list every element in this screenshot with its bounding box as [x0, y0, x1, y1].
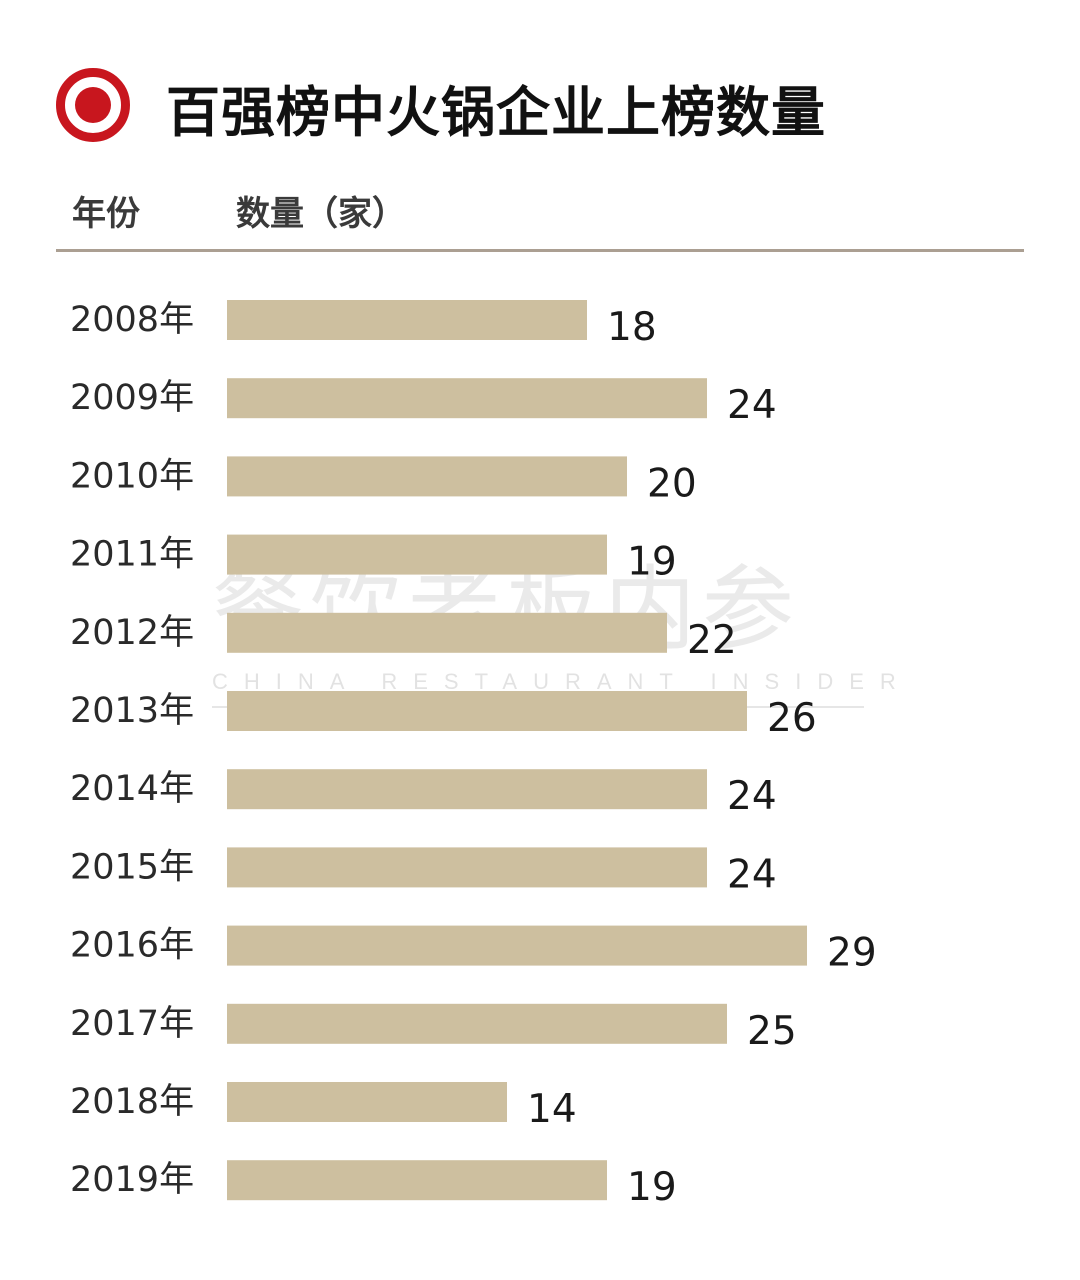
value-label: 18	[607, 305, 657, 350]
category-label: 2011年	[70, 535, 194, 575]
category-label: 2018年	[70, 1082, 194, 1122]
value-label: 24	[727, 383, 777, 428]
category-label: 2016年	[70, 926, 194, 966]
bar	[227, 769, 707, 810]
category-label: 2012年	[70, 613, 194, 653]
bar	[227, 925, 807, 966]
value-label: 19	[627, 540, 677, 585]
bar	[227, 534, 607, 575]
category-label: 2010年	[70, 456, 194, 496]
value-label: 24	[727, 774, 777, 819]
value-label: 29	[827, 931, 877, 976]
value-label: 24	[727, 852, 777, 897]
bar	[227, 378, 707, 419]
bar	[227, 456, 627, 497]
value-label: 14	[527, 1087, 577, 1132]
value-label: 20	[647, 461, 697, 506]
bar	[227, 1160, 607, 1201]
category-label: 2008年	[70, 300, 194, 340]
bar	[227, 300, 587, 340]
category-label: 2014年	[70, 769, 194, 809]
header-divider	[56, 249, 1024, 252]
bar	[227, 1003, 727, 1044]
page-title: 百强榜中火锅企业上榜数量	[166, 81, 826, 144]
value-label: 19	[627, 1165, 677, 1210]
category-label: 2009年	[70, 378, 194, 418]
bar	[227, 612, 667, 653]
value-label: 22	[687, 618, 737, 663]
title-bullet-icon	[56, 68, 130, 142]
category-label: 2013年	[70, 691, 194, 731]
category-label: 2015年	[70, 847, 194, 887]
bar	[227, 691, 747, 731]
value-label: 25	[747, 1009, 797, 1054]
category-label: 2017年	[70, 1004, 194, 1044]
bar	[227, 847, 707, 888]
year-column-header: 年份	[72, 194, 140, 234]
bar	[227, 1082, 507, 1122]
category-label: 2019年	[70, 1160, 194, 1200]
count-column-header: 数量（家）	[236, 194, 406, 234]
value-label: 26	[767, 696, 817, 741]
